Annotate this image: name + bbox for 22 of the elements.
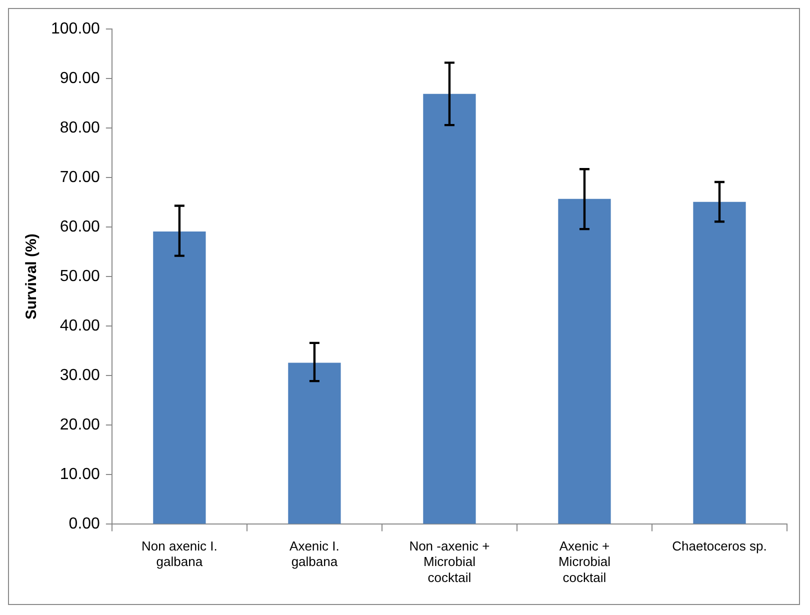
y-axis-title: Survival (%) xyxy=(23,234,40,320)
bar xyxy=(423,94,476,524)
y-tick-label: 70.00 xyxy=(60,168,100,186)
x-tick-label: Non -axenic + Microbial cocktail xyxy=(409,538,490,585)
y-tick-label: 0.00 xyxy=(68,516,100,533)
y-tick-label: 30.00 xyxy=(60,367,100,384)
y-tick-label: 40.00 xyxy=(60,318,100,335)
bar xyxy=(558,198,611,524)
bar xyxy=(288,362,341,524)
y-tick-label: 90.00 xyxy=(60,70,100,87)
bar xyxy=(693,202,746,524)
x-tick-label: Axenic + Microbial cocktail xyxy=(558,538,611,585)
y-tick-label: 50.00 xyxy=(60,268,100,286)
y-tick-label: 100.00 xyxy=(51,20,100,38)
y-tick-label: 10.00 xyxy=(60,466,100,484)
bar xyxy=(153,232,206,524)
y-tick-label: 20.00 xyxy=(60,416,100,434)
x-tick-label: Axenic I. galbana xyxy=(290,538,340,570)
x-tick-label: Chaetoceros sp. xyxy=(672,538,767,554)
y-tick-label: 80.00 xyxy=(60,119,100,136)
x-tick-label: Non axenic I. galbana xyxy=(142,538,218,570)
y-tick-label: 60.00 xyxy=(60,218,100,236)
